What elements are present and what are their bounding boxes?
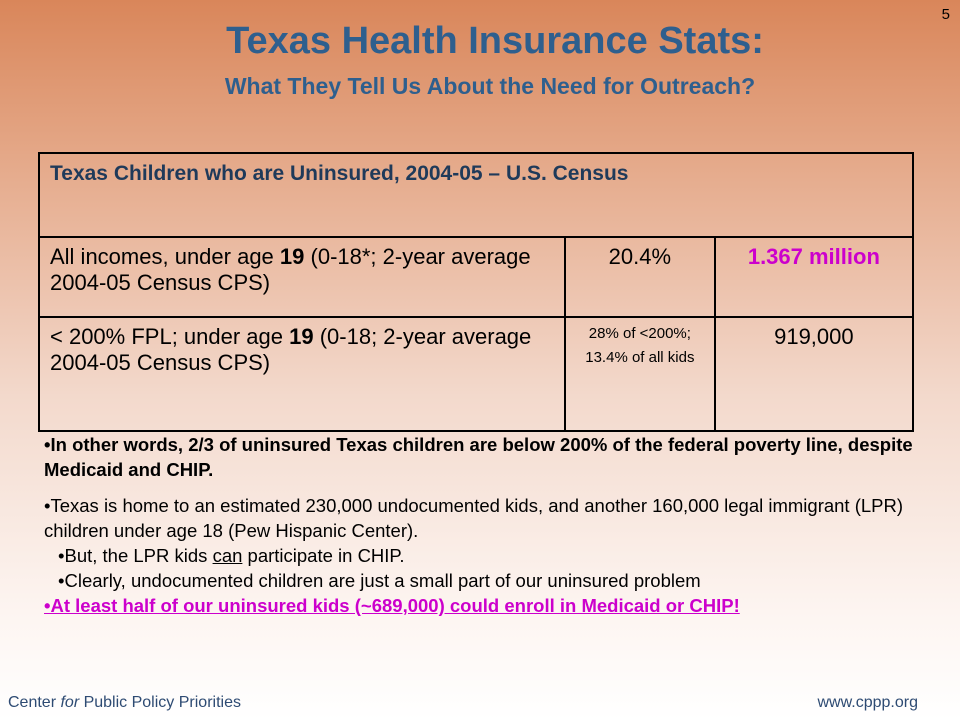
- table-header-row: Texas Children who are Uninsured, 2004-0…: [38, 152, 914, 238]
- sub-bullet-item: •Clearly, undocumented children are just…: [58, 570, 701, 591]
- row-percent: 28% of <200%; 13.4% of all kids: [564, 316, 716, 432]
- row-description: All incomes, under age 19 (0-18*; 2-year…: [37, 236, 567, 318]
- table-header: Texas Children who are Uninsured, 2004-0…: [38, 152, 914, 238]
- bullet-list: •In other words, 2/3 of uninsured Texas …: [44, 432, 924, 629]
- enroll-link[interactable]: •At least half of our uninsured kids (~6…: [44, 595, 740, 616]
- bullet-item: •In other words, 2/3 of uninsured Texas …: [44, 434, 913, 480]
- row-description: < 200% FPL; under age 19 (0-18; 2-year a…: [37, 316, 567, 432]
- table-row: All incomes, under age 19 (0-18*; 2-year…: [37, 236, 915, 318]
- row-count: 919,000: [713, 316, 915, 432]
- footer-org: Center for Public Policy Priorities: [8, 694, 241, 711]
- footer-url[interactable]: www.cppp.org: [817, 694, 919, 711]
- row-count: 1.367 million: [713, 236, 915, 318]
- slide-title: Texas Health Insurance Stats:: [226, 20, 764, 62]
- slide-subtitle: What They Tell Us About the Need for Out…: [224, 73, 756, 99]
- slide-number: 5: [941, 6, 950, 23]
- row-percent: 20.4%: [564, 236, 716, 318]
- table-row: < 200% FPL; under age 19 (0-18; 2-year a…: [37, 316, 915, 432]
- uninsured-stats-table: Texas Children who are Uninsured, 2004-0…: [37, 152, 915, 432]
- sub-bullet-item: •But, the LPR kids can participate in CH…: [58, 545, 405, 566]
- bullet-item: •Texas is home to an estimated 230,000 u…: [44, 495, 904, 541]
